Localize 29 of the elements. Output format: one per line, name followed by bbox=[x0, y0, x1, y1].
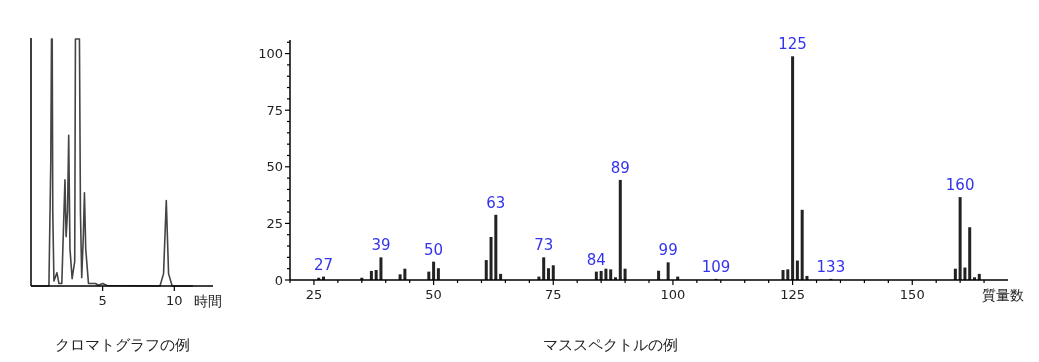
y-tick-label: 25 bbox=[266, 215, 283, 231]
x-axis-title: 時間 bbox=[194, 293, 222, 309]
annotation: 63 bbox=[486, 193, 506, 212]
x-tick-label: 125 bbox=[780, 287, 806, 302]
annotation: 99 bbox=[658, 241, 678, 260]
text: マススペクトルの例 bbox=[542, 336, 678, 354]
y-tick-label: 0 bbox=[274, 272, 283, 288]
annotation: 84 bbox=[586, 250, 606, 269]
annotation: 109 bbox=[701, 257, 731, 276]
annotation: 133 bbox=[816, 257, 846, 276]
x-tick-label: 100 bbox=[660, 287, 686, 302]
annotation: 27 bbox=[313, 255, 334, 274]
x-tick-label: 10 bbox=[166, 293, 183, 308]
annotation: 73 bbox=[534, 236, 554, 255]
x-tick-label: 150 bbox=[899, 287, 925, 302]
annotation: 125 bbox=[778, 35, 807, 54]
y-tick-label: 50 bbox=[266, 159, 283, 175]
annotation: 160 bbox=[945, 176, 975, 195]
y-tick-label: 100 bbox=[258, 46, 283, 62]
text: クロマトグラフの例 bbox=[54, 336, 190, 354]
x-tick-label: 50 bbox=[425, 287, 442, 302]
annotation: 89 bbox=[610, 158, 630, 177]
annotation: 39 bbox=[371, 236, 391, 255]
y-tick-label: 75 bbox=[266, 102, 283, 118]
x-tick-label: 25 bbox=[305, 287, 323, 302]
annotation: 50 bbox=[424, 240, 444, 259]
x-tick-label: 75 bbox=[544, 287, 562, 302]
x-tick-label: 5 bbox=[98, 293, 107, 308]
x-axis-title: 質量数 bbox=[982, 287, 1024, 303]
